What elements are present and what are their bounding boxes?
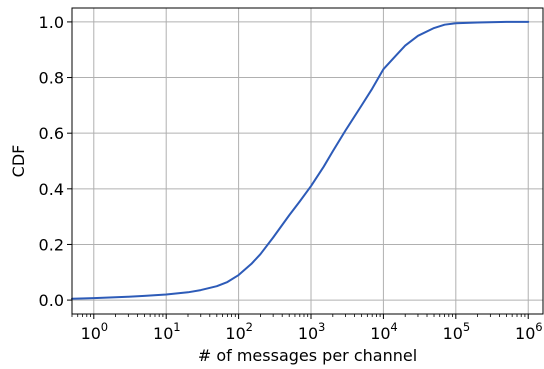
x-tick-exponent: 0 <box>101 320 108 334</box>
x-tick-exponent: 2 <box>246 320 253 334</box>
x-tick-label: 10 <box>515 324 535 343</box>
y-axis-label: CDF <box>9 145 28 178</box>
y-tick-label: 0.0 <box>39 291 64 310</box>
x-tick-label: 10 <box>443 324 463 343</box>
x-tick-exponent: 3 <box>318 320 325 334</box>
x-tick-exponent: 1 <box>173 320 180 334</box>
x-tick-exponent: 4 <box>390 320 397 334</box>
x-axis-label: # of messages per channel <box>198 346 417 365</box>
cdf-series-line <box>71 20 530 300</box>
grid-lines <box>72 8 543 314</box>
x-tick-label: 10 <box>370 324 390 343</box>
x-tick-exponent: 6 <box>535 320 542 334</box>
x-axis-ticks: 10 0 10 1 10 2 10 3 10 4 10 5 10 6 <box>71 314 543 343</box>
x-tick-label: 10 <box>225 324 245 343</box>
x-tick-label: 10 <box>81 324 101 343</box>
x-tick-label: 10 <box>153 324 173 343</box>
x-tick-exponent: 5 <box>463 320 470 334</box>
plot-frame <box>71 7 544 315</box>
y-tick-label: 1.0 <box>39 13 64 32</box>
y-tick-label: 0.6 <box>39 124 64 143</box>
y-tick-label: 0.4 <box>39 180 64 199</box>
y-tick-label: 0.8 <box>39 69 64 88</box>
y-axis-ticks: 0.0 0.2 0.4 0.6 0.8 1.0 <box>39 13 72 310</box>
x-tick-label: 10 <box>298 324 318 343</box>
y-tick-label: 0.2 <box>39 235 64 254</box>
series-layer <box>71 20 530 300</box>
